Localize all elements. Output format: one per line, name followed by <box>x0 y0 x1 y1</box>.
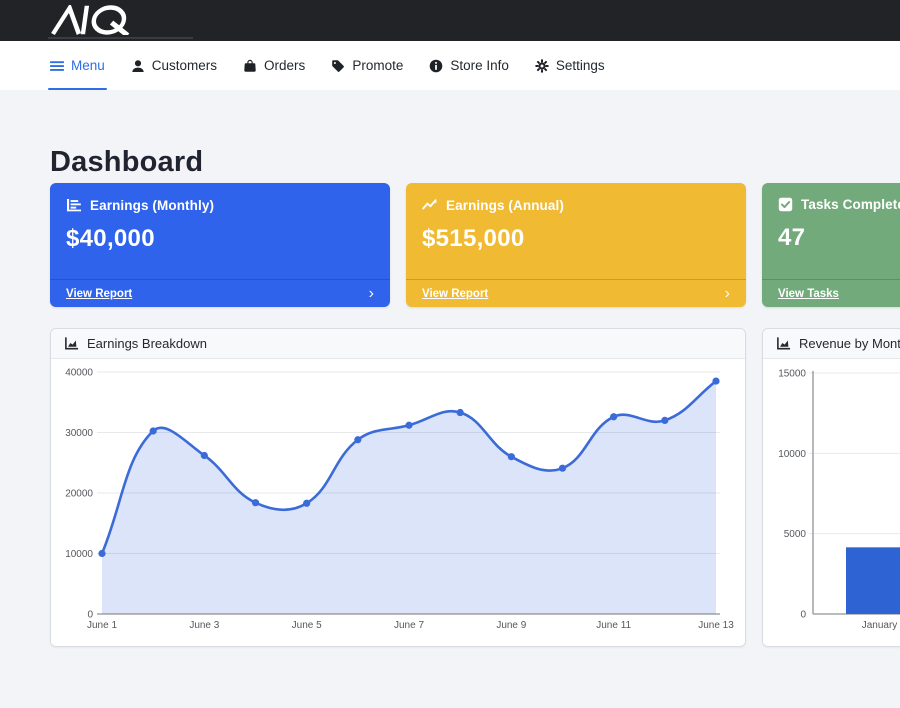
nav-item-customers[interactable]: Customers <box>131 41 217 90</box>
svg-text:June 9: June 9 <box>496 620 526 631</box>
brand-logo-icon <box>51 3 130 38</box>
nav-item-label: Promote <box>352 58 404 73</box>
card-footer: View Report › <box>50 279 390 307</box>
view-tasks-link[interactable]: View Tasks <box>778 287 839 300</box>
svg-text:10000: 10000 <box>778 449 806 460</box>
tag-icon <box>331 59 345 73</box>
check-square-icon <box>778 197 793 212</box>
card-title: Earnings (Monthly) <box>90 197 215 213</box>
nav-item-label: Orders <box>264 58 306 73</box>
svg-text:10000: 10000 <box>65 549 93 560</box>
chevron-right-icon: › <box>368 284 374 302</box>
stat-cards-row: Earnings (Monthly) $40,000 View Report ›… <box>50 183 900 307</box>
chart-title: Earnings Breakdown <box>87 336 207 351</box>
nav-item-store-info[interactable]: Store Info <box>429 41 509 90</box>
chart-body: 0 5000 10000 15000 January <box>763 359 900 646</box>
main-content: Dashboard Earnings (Monthly) $40,000 Vie… <box>0 147 900 647</box>
revenue-by-month-card: Revenue by Month 0 5000 10000 15000 January <box>762 328 900 647</box>
chart-card-header: Earnings Breakdown <box>51 329 745 359</box>
svg-text:June 3: June 3 <box>189 620 219 631</box>
nav-item-label: Menu <box>71 58 105 73</box>
card-value: $515,000 <box>422 225 525 252</box>
card-body: Earnings (Monthly) $40,000 <box>50 183 390 279</box>
area-chart-icon <box>777 337 791 350</box>
earnings-breakdown-card: Earnings Breakdown 0 10000 20000 30000 40000… <box>50 328 746 647</box>
svg-text:June 7: June 7 <box>394 620 424 631</box>
person-icon <box>131 59 145 73</box>
card-earnings-annual: Earnings (Annual) $515,000 View Report › <box>406 183 746 307</box>
earnings-breakdown-chart: 0 10000 20000 30000 40000 June 1 June 3 June 5 J… <box>65 368 734 632</box>
card-body: Tasks Completed 47 <box>762 183 900 279</box>
card-title: Earnings (Annual) <box>446 197 564 213</box>
svg-text:June 1: June 1 <box>87 620 117 631</box>
card-title-row: Earnings (Annual) <box>422 197 730 213</box>
topbar <box>0 0 900 41</box>
nav-item-label: Store Info <box>450 58 509 73</box>
hamburger-icon <box>50 59 64 73</box>
card-value: 47 <box>778 224 806 251</box>
bar-chart-icon <box>67 199 81 212</box>
main-nav: Menu Customers Orders Promote Store Info <box>0 41 900 90</box>
nav-item-label: Settings <box>555 58 605 73</box>
chart-body: 0 10000 20000 30000 40000 June 1 June 3 June 5 J… <box>51 359 745 646</box>
info-icon <box>429 59 443 73</box>
svg-text:0: 0 <box>800 610 806 621</box>
svg-text:0: 0 <box>87 610 93 621</box>
svg-text:June 5: June 5 <box>292 620 322 631</box>
area-chart-icon <box>65 337 79 350</box>
brand-logo[interactable] <box>48 3 134 40</box>
revenue-by-month-chart: 0 5000 10000 15000 January <box>778 369 900 631</box>
card-footer: View Report › <box>406 279 746 307</box>
nav-item-menu[interactable]: Menu <box>48 41 107 90</box>
svg-text:January: January <box>862 620 898 631</box>
bag-icon <box>243 59 257 73</box>
brand-underline <box>48 37 193 39</box>
card-value: $40,000 <box>66 225 155 252</box>
svg-text:15000: 15000 <box>778 369 806 380</box>
card-earnings-monthly: Earnings (Monthly) $40,000 View Report › <box>50 183 390 307</box>
card-title-row: Earnings (Monthly) <box>66 197 374 213</box>
card-tasks-completed: Tasks Completed 47 View Tasks › <box>762 183 900 307</box>
card-title-row: Tasks Completed <box>778 197 900 212</box>
nav-item-label: Customers <box>151 58 218 73</box>
charts-row: Earnings Breakdown 0 10000 20000 30000 40000… <box>50 328 900 647</box>
chevron-right-icon: › <box>724 284 730 302</box>
nav-item-orders[interactable]: Orders <box>243 41 305 90</box>
svg-text:20000: 20000 <box>65 489 93 500</box>
card-footer: View Tasks › <box>762 279 900 307</box>
chart-title: Revenue by Month <box>799 336 900 351</box>
chart-card-header: Revenue by Month <box>763 329 900 359</box>
view-report-link[interactable]: View Report <box>66 287 133 300</box>
card-title: Tasks Completed <box>801 197 900 212</box>
line-chart-icon <box>422 199 437 210</box>
svg-text:5000: 5000 <box>784 529 807 540</box>
view-report-link[interactable]: View Report <box>422 287 489 300</box>
svg-text:June 11: June 11 <box>596 620 631 631</box>
card-body: Earnings (Annual) $515,000 <box>406 183 746 279</box>
svg-text:30000: 30000 <box>65 428 93 439</box>
page-title: Dashboard <box>50 146 204 178</box>
nav-item-settings[interactable]: Settings <box>535 41 605 90</box>
svg-text:June 13: June 13 <box>698 620 734 631</box>
svg-text:40000: 40000 <box>65 368 93 379</box>
nav-item-promote[interactable]: Promote <box>331 41 403 90</box>
gear-icon <box>535 58 549 73</box>
